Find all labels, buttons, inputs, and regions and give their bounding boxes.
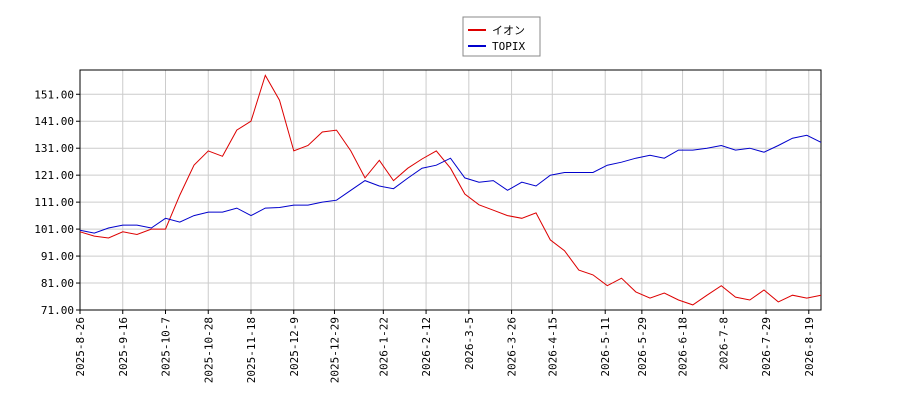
x-tick-label: 2025-12-9 (288, 317, 301, 377)
x-tick-label: 2026-5-11 (599, 317, 612, 377)
legend-label: TOPIX (492, 40, 525, 53)
series-line (79, 134, 822, 234)
plot-frame (79, 69, 822, 311)
x-tick-label: 2026-7-29 (760, 317, 773, 377)
y-tick-label: 71.00 (41, 304, 74, 317)
x-tick-label: 2025-10-28 (202, 317, 215, 383)
x-tick-label: 2025-12-29 (328, 317, 341, 383)
x-tick-label: 2025-8-26 (74, 317, 87, 377)
x-tick-label: 2026-1-22 (377, 317, 390, 377)
y-tick-label: 91.00 (41, 250, 74, 263)
series-line (79, 74, 822, 306)
x-tick-label: 2026-8-19 (803, 317, 816, 377)
x-tick-label: 2026-5-29 (636, 317, 649, 377)
x-tick-label: 2025-9-16 (117, 317, 130, 377)
y-tick-label: 151.00 (34, 88, 74, 101)
y-tick-label: 121.00 (34, 169, 74, 182)
x-tick-label: 2026-7-8 (717, 317, 730, 370)
y-tick-label: 131.00 (34, 142, 74, 155)
y-tick-label: 141.00 (34, 115, 74, 128)
x-tick-label: 2025-11-18 (245, 317, 258, 383)
y-tick-label: 111.00 (34, 196, 74, 209)
x-tick-label: 2026-6-18 (677, 317, 690, 377)
x-tick-label: 2026-3-26 (506, 317, 519, 377)
x-tick-label: 2025-10-7 (160, 317, 173, 377)
x-tick-label: 2026-3-5 (463, 317, 476, 370)
y-tick-label: 101.00 (34, 223, 74, 236)
legend-label: イオン (492, 24, 525, 37)
x-tick-label: 2026-2-12 (420, 317, 433, 377)
legend-box (462, 16, 541, 57)
x-tick-label: 2026-4-15 (546, 317, 559, 377)
y-tick-label: 81.00 (41, 277, 74, 290)
